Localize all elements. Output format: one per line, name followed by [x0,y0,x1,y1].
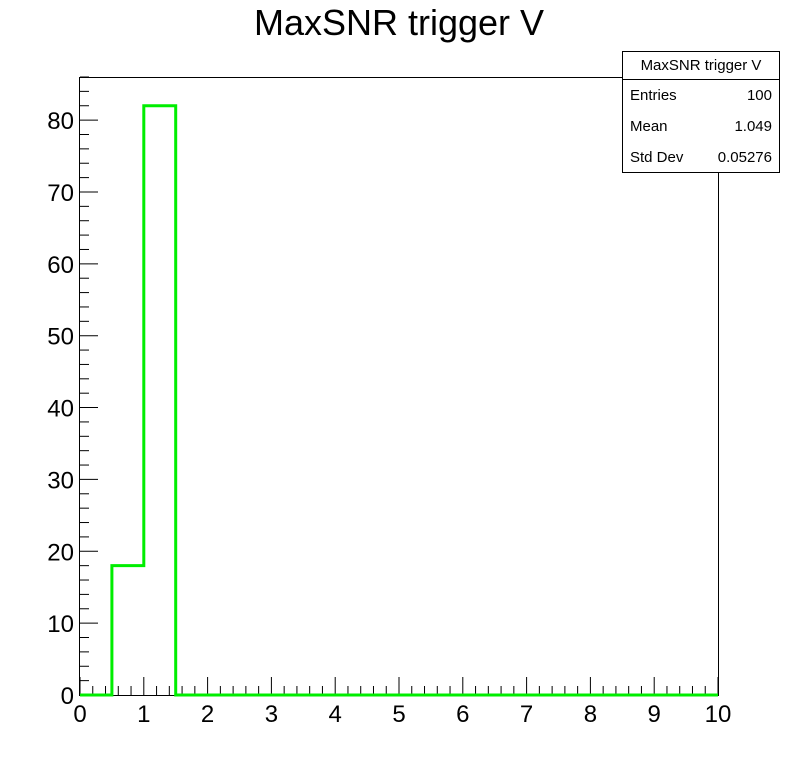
y-tick-label: 40 [47,396,74,423]
y-tick-label: 50 [47,324,74,351]
x-tick-label: 10 [705,701,732,728]
stats-mean-label: Mean [630,118,668,135]
x-tick-labels: 0 1 2 3 4 5 6 7 8 9 10 [73,701,731,728]
x-tick-label: 7 [520,701,533,728]
stats-row-stddev: Std Dev 0.05276 [623,142,779,173]
histogram-outline [80,104,718,697]
histogram-bin [144,106,176,695]
x-tick-label: 4 [329,701,342,728]
stats-stddev-label: Std Dev [630,149,684,166]
x-tick-label: 0 [73,701,86,728]
stats-stddev-value: 0.05276 [717,149,772,166]
stats-mean-value: 1.049 [734,118,772,135]
x-tick-label: 9 [648,701,661,728]
x-tick-label: 2 [201,701,214,728]
y-tick-label: 60 [47,252,74,279]
x-tick-label: 8 [584,701,597,728]
stats-entries-label: Entries [630,87,677,104]
stats-box: MaxSNR trigger V Entries 100 Mean 1.049 … [622,51,780,173]
x-tick-label: 1 [137,701,150,728]
histogram-bin [112,566,144,695]
x-tick-label: 5 [392,701,405,728]
x-tick-label: 3 [265,701,278,728]
stats-row-mean: Mean 1.049 [623,111,779,142]
y-tick-label: 70 [47,180,74,207]
x-tick-label: 6 [456,701,469,728]
y-tick-labels: 0 10 20 30 40 50 60 70 80 [47,108,74,710]
y-tick-label: 10 [47,611,74,638]
y-tick-label: 30 [47,467,74,494]
y-tick-label: 20 [47,539,74,566]
stats-row-entries: Entries 100 [623,80,779,111]
stats-title: MaxSNR trigger V [623,52,779,80]
stats-entries-value: 100 [746,87,772,104]
y-tick-label: 0 [61,683,74,710]
y-axis-ticks [80,76,98,696]
y-tick-label: 80 [47,108,74,135]
chart-title: MaxSNR trigger V [253,2,545,43]
